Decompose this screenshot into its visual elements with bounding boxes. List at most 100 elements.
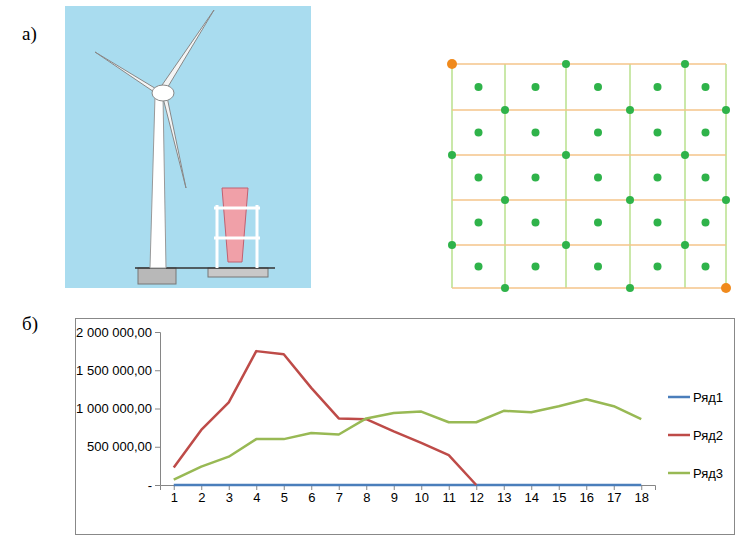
grid-vertical	[725, 64, 727, 288]
grid-node	[681, 241, 689, 249]
grid-node	[532, 174, 540, 182]
x-tick: 6	[308, 485, 315, 505]
x-tick: 3	[226, 485, 233, 505]
legend-key	[668, 472, 690, 475]
y-tick: -	[148, 478, 160, 493]
legend-key	[668, 396, 690, 399]
x-tick: 12	[470, 485, 484, 505]
turbine-tower	[150, 96, 166, 268]
y-tick-label: 500 000,00	[87, 439, 152, 454]
x-tick-label: 12	[470, 490, 484, 505]
grid-node	[681, 60, 689, 68]
y-tick-label: 1 000 000,00	[76, 401, 152, 416]
platform-frame	[214, 207, 260, 210]
grid-node	[501, 106, 509, 114]
sky-background	[65, 6, 311, 288]
grid-node	[594, 129, 602, 137]
x-tick-label: 9	[391, 490, 398, 505]
grid-node	[532, 129, 540, 137]
grid-node	[654, 174, 662, 182]
grid-node	[626, 284, 634, 292]
grid-node	[654, 219, 662, 227]
grid-vertical	[684, 64, 686, 288]
grid-node	[702, 129, 710, 137]
platform-frame	[214, 237, 260, 240]
x-tick-label: 14	[525, 490, 539, 505]
figure: а)б)-500 000,001 000 000,001 500 000,002…	[0, 0, 740, 539]
grid-node	[475, 263, 483, 271]
grid-node	[594, 219, 602, 227]
grid-node	[626, 196, 634, 204]
grid-node	[475, 129, 483, 137]
grid-node	[532, 83, 540, 91]
x-tick-label: 7	[336, 490, 343, 505]
series-line	[174, 484, 642, 487]
grid-node	[721, 283, 731, 293]
x-tick-label: 15	[552, 490, 566, 505]
grid-node	[594, 83, 602, 91]
grid-vertical	[629, 64, 631, 288]
turbine-illustration	[65, 6, 311, 288]
grid-horizontal	[452, 199, 726, 201]
x-tick-label: 17	[607, 490, 621, 505]
turbine-base	[138, 268, 176, 284]
grid-node	[702, 174, 710, 182]
grid-node	[654, 129, 662, 137]
y-tick-mark	[155, 370, 160, 371]
x-tick: 5	[281, 485, 288, 505]
grid-node	[654, 263, 662, 271]
pink-cone	[222, 188, 248, 262]
legend-key	[668, 434, 690, 437]
grid-vertical	[504, 64, 506, 288]
grid-node	[532, 263, 540, 271]
grid-node	[448, 241, 456, 249]
y-tick-label: 1 500 000,00	[76, 363, 152, 378]
legend: Ряд1Ряд2Ряд3	[668, 390, 723, 481]
grid-vertical	[451, 64, 453, 288]
panel-label: а)	[22, 23, 37, 45]
x-tick: 17	[607, 485, 621, 505]
grid-node	[702, 219, 710, 227]
platform-base	[208, 268, 268, 277]
y-tick: 1 500 000,00	[76, 363, 160, 378]
x-tick: 4	[253, 485, 260, 505]
y-tick-mark	[155, 447, 160, 448]
series-line	[174, 351, 477, 485]
x-tick-label: 16	[580, 490, 594, 505]
turbine-blade	[162, 92, 186, 188]
x-tick-label: 18	[635, 490, 649, 505]
grid-node	[702, 83, 710, 91]
x-tick: 2	[198, 485, 205, 505]
y-tick-label: 2 000 000,00	[76, 325, 152, 340]
x-tick-label: 3	[226, 490, 233, 505]
y-tick-label: -	[148, 478, 152, 493]
grid-horizontal	[452, 109, 726, 111]
x-tick: 8	[363, 485, 370, 505]
x-tick: 9	[391, 485, 398, 505]
grid-node	[562, 60, 570, 68]
grid-node	[722, 196, 730, 204]
grid-node	[594, 174, 602, 182]
x-tick: 18	[635, 485, 649, 505]
grid-node	[532, 219, 540, 227]
x-tick-label: 6	[308, 490, 315, 505]
grid-node	[626, 106, 634, 114]
y-axis: - 500 000,00 1 000 000,00 1 500 000,00 2 000…	[76, 325, 160, 493]
legend-label: Ряд1	[693, 390, 723, 405]
x-axis: 123456789101112131415161718	[161, 485, 656, 505]
y-tick-mark	[155, 409, 160, 410]
y-tick-mark	[155, 485, 160, 486]
grid-node	[475, 174, 483, 182]
x-tick-label: 1	[171, 490, 178, 505]
x-tick: 14	[525, 485, 539, 505]
x-tick: 16	[580, 485, 594, 505]
x-tick-label: 2	[198, 490, 205, 505]
x-tick: 1	[171, 485, 178, 505]
grid-node	[702, 263, 710, 271]
x-tick: 13	[497, 485, 511, 505]
x-tick: 11	[443, 485, 457, 505]
x-tick: 10	[415, 485, 429, 505]
x-tick-label: 11	[443, 490, 457, 505]
grid-node	[594, 263, 602, 271]
grid-node	[475, 83, 483, 91]
